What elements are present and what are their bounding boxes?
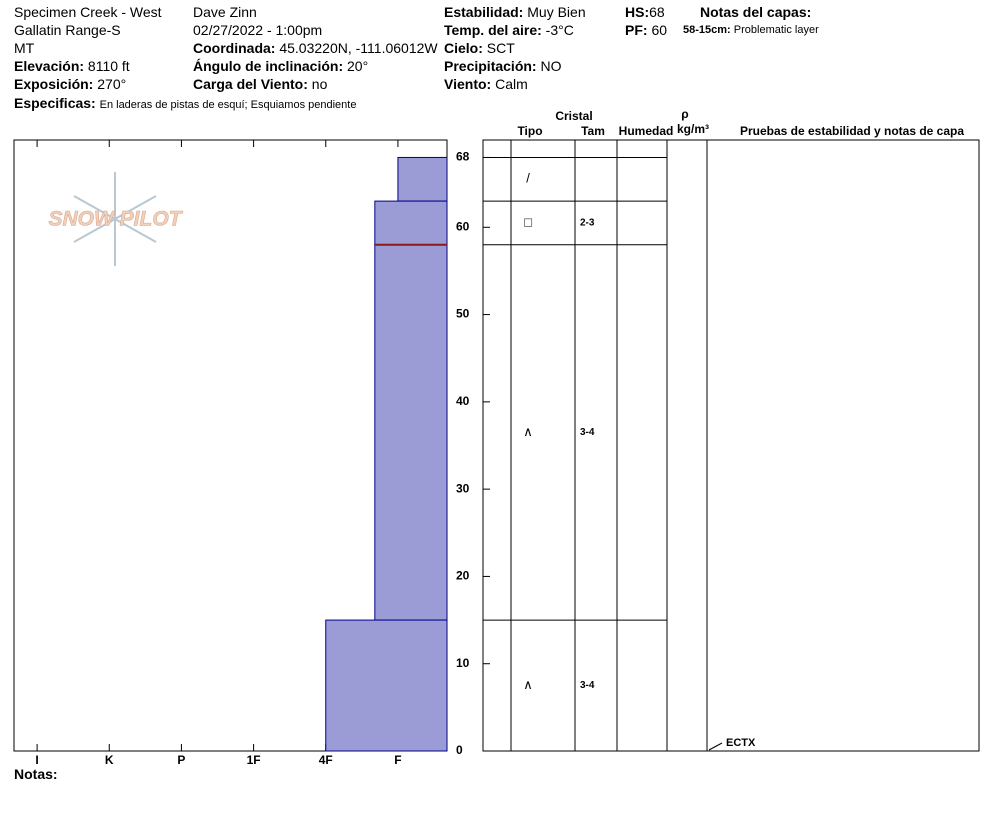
- hardness-bar: [397, 156, 448, 202]
- range: Gallatin Range-S: [14, 22, 121, 38]
- label: HS:: [625, 4, 650, 20]
- label: Ángulo de inclinación:: [193, 58, 344, 74]
- datetime: 02/27/2022 - 1:00pm: [193, 22, 323, 38]
- stability: Estabilidad: Muy Bien: [444, 3, 586, 21]
- value: no: [311, 76, 328, 92]
- col-header: Humedad: [619, 124, 674, 138]
- notes-title: Notas del capas:: [700, 3, 811, 21]
- grain-type: ∧: [523, 424, 533, 439]
- label: PF:: [625, 22, 648, 38]
- hardness-bar: [374, 244, 448, 621]
- hardness-bar: [325, 619, 448, 752]
- state: MT: [14, 40, 35, 56]
- table-frame: [482, 139, 980, 752]
- aspect: Exposición: 270°: [14, 75, 126, 93]
- test-arrow: [708, 742, 723, 751]
- y-tick-label: 40: [456, 394, 470, 408]
- col-header: kg/m³: [677, 122, 709, 136]
- label: Estabilidad:: [444, 4, 524, 20]
- value: 45.03220N, -111.06012W: [279, 40, 438, 56]
- label: Carga del Viento:: [193, 76, 308, 92]
- grain-size: 3-4: [580, 680, 595, 691]
- x-tick-label: K: [105, 753, 114, 767]
- grain-type: ∧: [523, 677, 533, 692]
- pf: PF: 60: [625, 21, 667, 39]
- label: Viento:: [444, 76, 492, 92]
- value: NO: [540, 58, 562, 74]
- col-header: Tipo: [517, 124, 542, 138]
- elevation: Elevación: 8110 ft: [14, 57, 130, 75]
- test-label: ECTX: [726, 737, 756, 749]
- hs: HS:68: [625, 3, 665, 21]
- grain-size: 3-4: [580, 427, 595, 438]
- logo-flake: [73, 172, 157, 266]
- label: Notas del capas:: [700, 4, 812, 20]
- label: Cielo:: [444, 40, 483, 56]
- value: SCT: [486, 40, 515, 56]
- grain-type: /: [526, 171, 530, 186]
- layer-note: 58-15cm: Problematic layer: [683, 21, 819, 39]
- slope: Ángulo de inclinación: 20°: [193, 57, 368, 75]
- x-tick-label: F: [394, 753, 401, 767]
- y-tick-label: 30: [456, 481, 470, 495]
- label: Elevación:: [14, 58, 85, 74]
- col-header: Pruebas de estabilidad y notas de capa: [740, 124, 964, 138]
- sky: Cielo: SCT: [444, 39, 515, 57]
- value: 60: [651, 22, 668, 38]
- hardness-bar: [374, 200, 448, 246]
- table-columns: [510, 140, 708, 751]
- value: Muy Bien: [527, 4, 586, 20]
- grain-type: □: [524, 214, 532, 229]
- label: Especificas:: [14, 95, 96, 111]
- location: Specimen Creek - West: [14, 4, 162, 20]
- value: Problematic layer: [733, 24, 819, 36]
- value: -3°C: [545, 22, 574, 38]
- value: 20°: [347, 58, 369, 74]
- label: Notas:: [14, 766, 58, 782]
- col-header: Tam: [581, 124, 605, 138]
- coord: Coordinada: 45.03220N, -111.06012W: [193, 39, 438, 57]
- y-tick-label: 0: [456, 743, 463, 757]
- y-tick-label: 50: [456, 307, 470, 321]
- label: Exposición:: [14, 76, 94, 92]
- value: Calm: [495, 76, 528, 92]
- col-header: Cristal: [555, 109, 592, 123]
- value: 68: [649, 4, 665, 20]
- y-tick-label: 10: [456, 656, 470, 670]
- precip: Precipitación: NO: [444, 57, 561, 75]
- value: En laderas de pistas de esquí; Esquiamos…: [99, 99, 357, 111]
- y-tick-label: 20: [456, 569, 470, 583]
- observer: Dave Zinn: [193, 4, 257, 20]
- value: 8110 ft: [87, 58, 130, 74]
- x-tick-label: P: [177, 753, 185, 767]
- x-tick-label: I: [35, 753, 38, 767]
- air-temp: Temp. del aire: -3°C: [444, 21, 574, 39]
- x-tick-label: 1F: [247, 753, 261, 767]
- label: Precipitación:: [444, 58, 537, 74]
- specifics: Especificas: En laderas de pistas de esq…: [14, 94, 356, 114]
- logo: SNOW PILOT: [49, 208, 184, 231]
- y-tick-label: 68: [456, 150, 470, 164]
- wind: Viento: Calm: [444, 75, 528, 93]
- label: Coordinada:: [193, 40, 276, 56]
- grain-size: 2-3: [580, 218, 595, 229]
- label: Temp. del aire:: [444, 22, 542, 38]
- notes: Notas:: [14, 765, 58, 783]
- col-header: ρ: [681, 107, 688, 121]
- wind-load: Carga del Viento: no: [193, 75, 327, 93]
- value: 270°: [97, 76, 127, 92]
- x-tick-label: 4F: [319, 753, 333, 767]
- y-tick-label: 60: [456, 219, 470, 233]
- label: 58-15cm:: [683, 24, 731, 36]
